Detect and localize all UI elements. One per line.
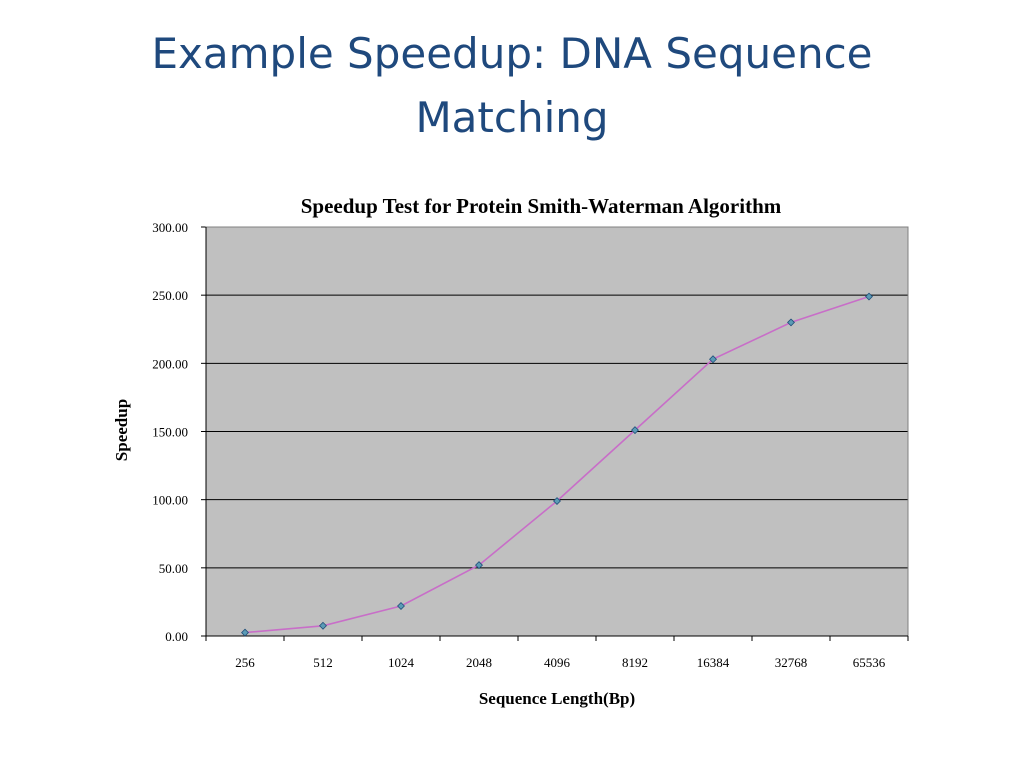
gridlines	[206, 294, 908, 569]
y-axis-label: Speedup	[112, 399, 131, 461]
y-tick-label: 250.00	[152, 288, 188, 303]
data-point-marker	[709, 355, 717, 364]
data-point-marker	[553, 497, 561, 505]
y-tick-label: 300.00	[152, 220, 188, 235]
data-point-marker	[787, 318, 795, 327]
x-tick-label: 8192	[622, 655, 648, 670]
data-point-marker	[475, 561, 483, 570]
axes	[201, 226, 909, 641]
slide-title: Example Speedup: DNA Sequence Matching	[151, 29, 873, 142]
y-tick-labels: 0.00 50.00 100.00 150.00 200.00 250.00 300.00	[152, 220, 188, 644]
y-tick-label: 150.00	[152, 425, 188, 440]
series-line	[241, 292, 873, 637]
x-tick-label: 2048	[466, 655, 492, 670]
x-tick-label: 65536	[853, 655, 886, 670]
x-tick-label: 32768	[775, 655, 808, 670]
x-tick-label: 16384	[697, 655, 730, 670]
y-tick-label: 200.00	[152, 356, 188, 371]
data-point-marker	[319, 621, 327, 630]
data-point-marker	[397, 602, 405, 610]
y-tick-label: 0.00	[165, 629, 188, 644]
x-axis-label: Sequence Length(Bp)	[479, 689, 635, 708]
x-tick-labels: 256 512 1024 2048 4096 8192 16384 32768 65536	[235, 655, 886, 670]
data-point-marker	[631, 426, 639, 435]
chart-title: Speedup Test for Protein Smith-Waterman …	[301, 194, 782, 218]
data-point-marker	[865, 292, 873, 301]
x-tick-label: 1024	[388, 655, 415, 670]
x-tick-label: 4096	[544, 655, 571, 670]
x-tick-label: 512	[313, 655, 333, 670]
data-point-marker	[241, 628, 249, 637]
y-tick-label: 50.00	[159, 561, 188, 576]
x-tick-label: 256	[235, 655, 255, 670]
y-tick-label: 100.00	[152, 493, 188, 508]
